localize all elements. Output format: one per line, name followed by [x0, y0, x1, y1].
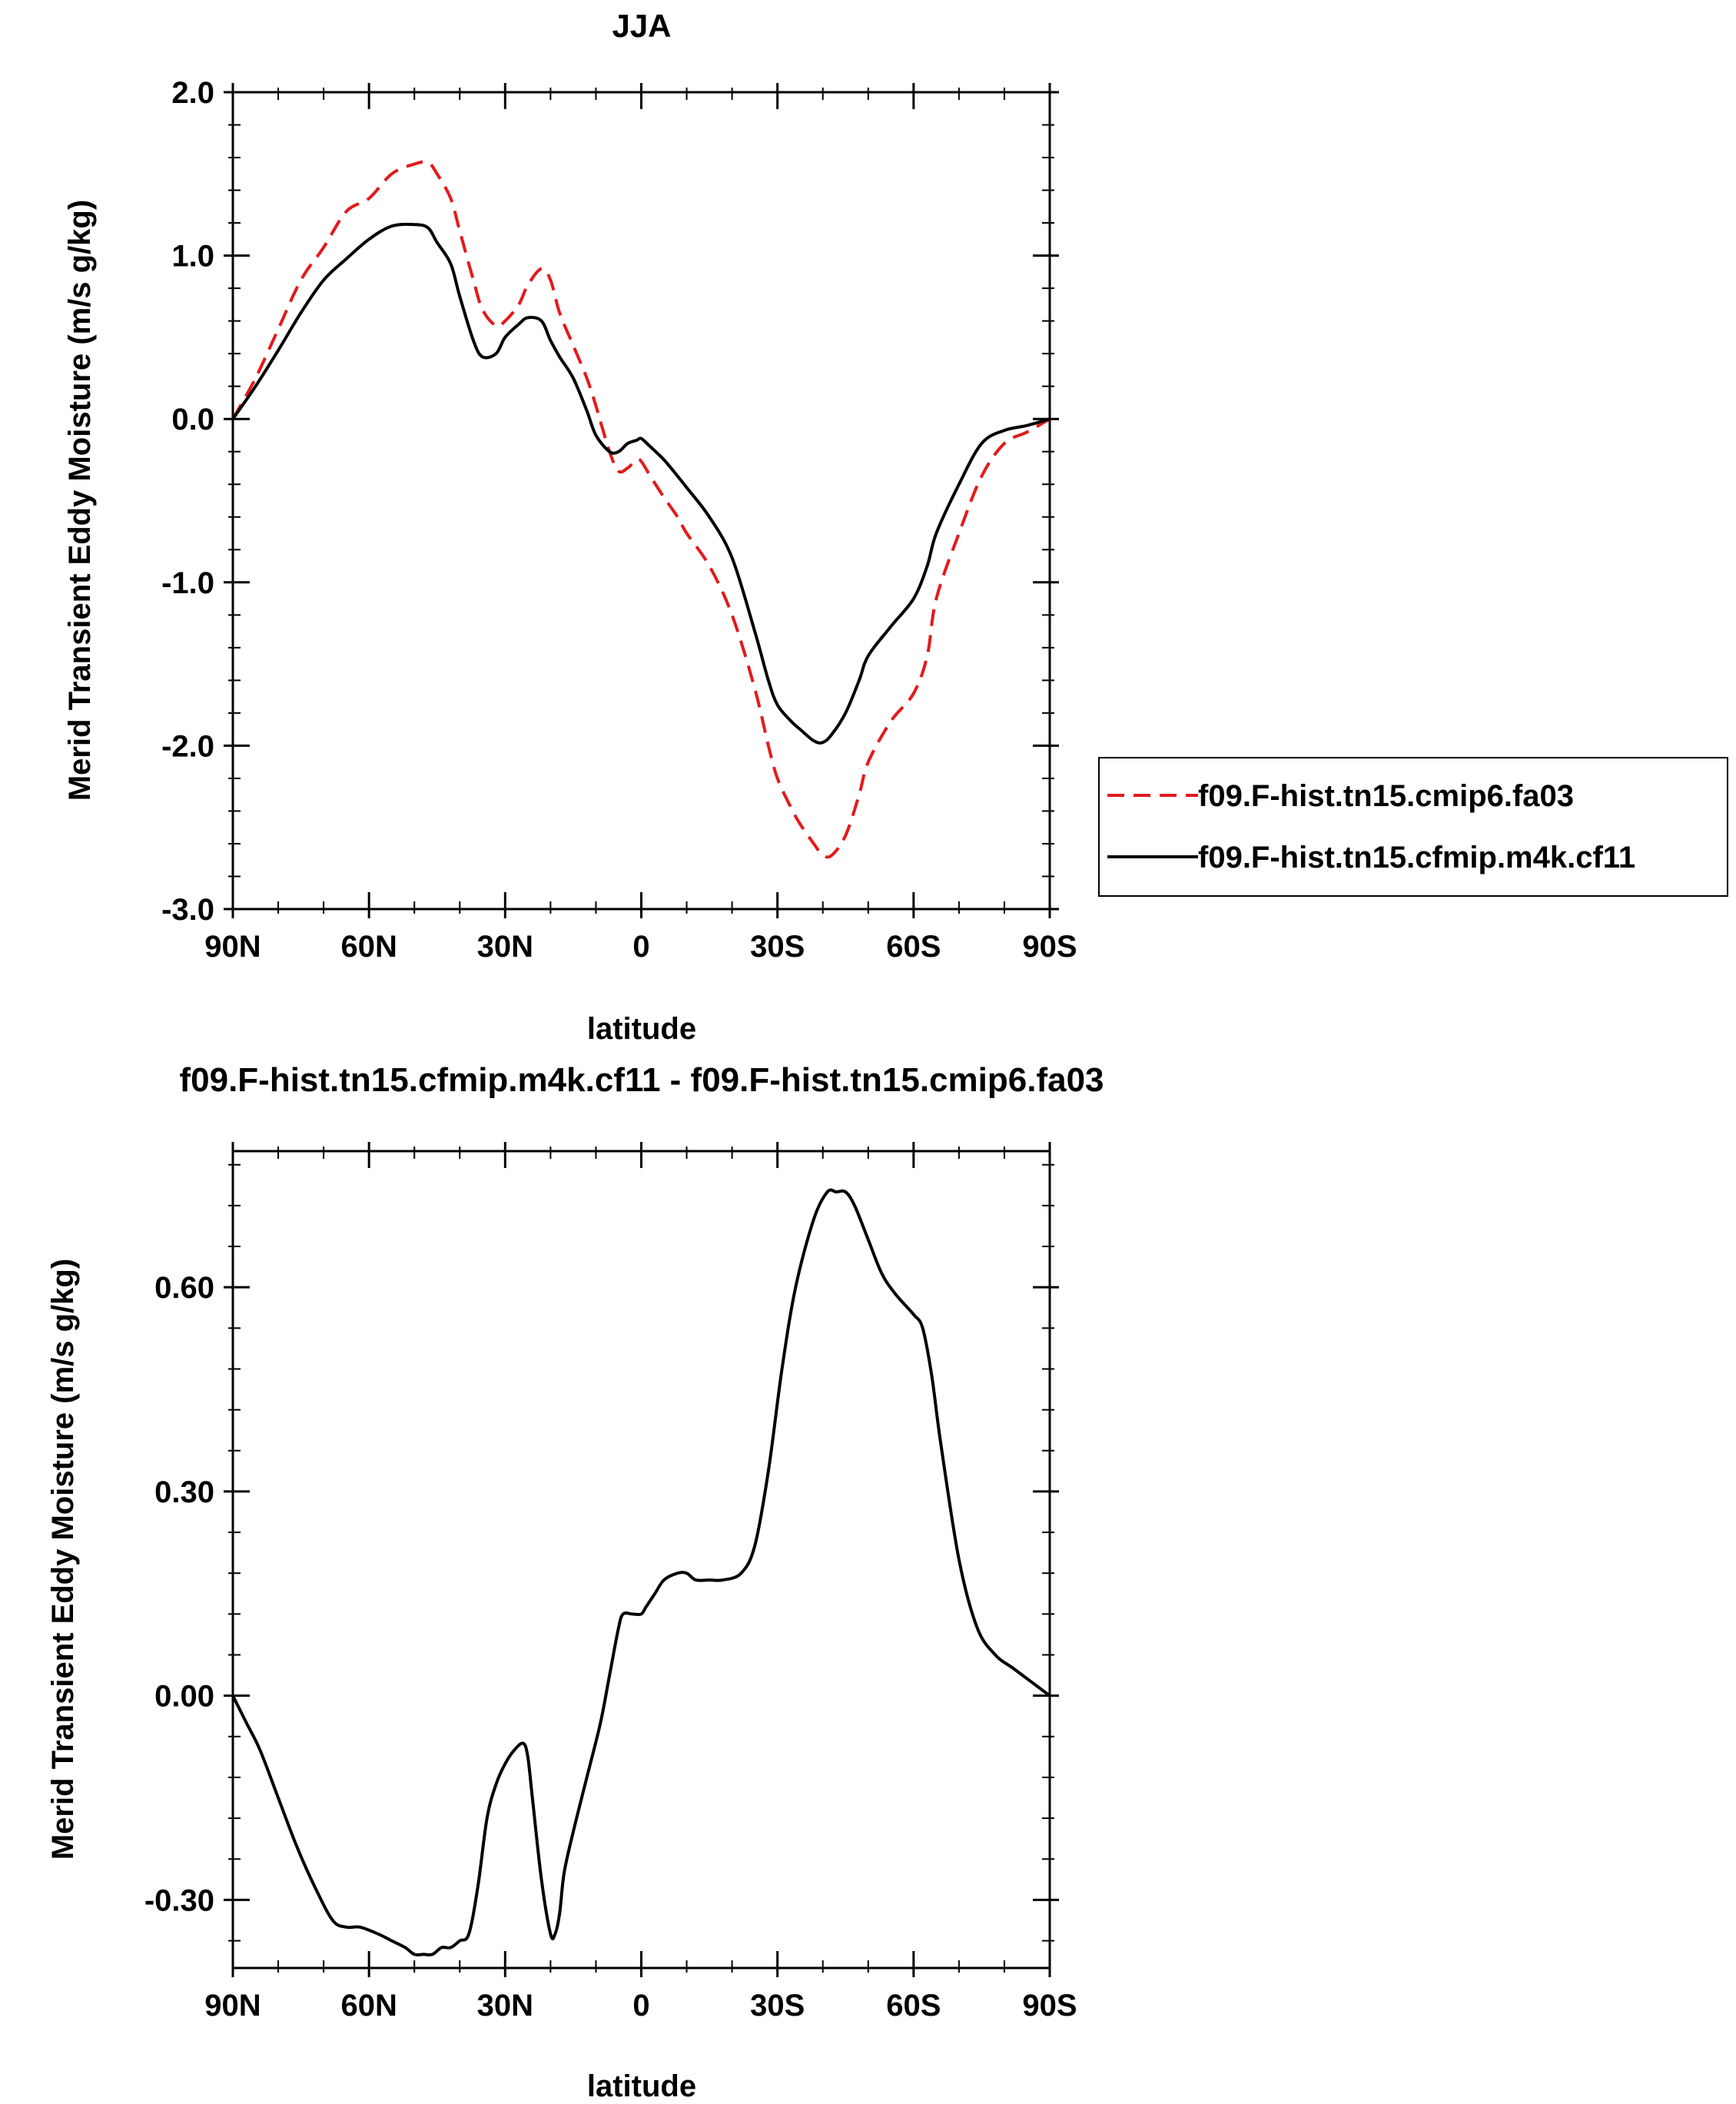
- bottom-x-tick-label: 0: [632, 1989, 649, 2023]
- top-x-tick-label: 90S: [1022, 930, 1077, 964]
- bottom-y-tick-label: 0.00: [154, 1680, 214, 1714]
- legend-label-cmip6-fa03: f09.F-hist.tn15.cmip6.fa03: [1198, 779, 1574, 813]
- top-series-lines: [231, 160, 1051, 859]
- top-x-tick-label: 30S: [750, 930, 805, 964]
- bottom-x-tick-label: 30N: [477, 1989, 533, 2023]
- bottom-x-tick-label: 90S: [1022, 1989, 1077, 2023]
- top-x-tick-label: 60S: [886, 930, 941, 964]
- top-panel: JJA 2.0 1.0 0.0 -1.0 -2.0 -3.0 90N 60N 30N 0 30S 6…: [63, 8, 1077, 1046]
- top-y-tick-label: 2.0: [171, 76, 214, 110]
- top-x-tick-labels: 90N 60N 30N 0 30S 60S 90S: [204, 930, 1077, 964]
- bottom-y-tick-label: 0.60: [154, 1271, 214, 1305]
- top-x-tick-label: 60N: [340, 930, 397, 964]
- bottom-y-tick-labels: 0.60 0.30 0.00 -0.30: [144, 1271, 214, 1917]
- bottom-y-tick-label: -0.30: [144, 1883, 214, 1917]
- bottom-x-tick-label: 60N: [340, 1989, 397, 2023]
- top-x-tick-label: 90N: [204, 930, 261, 964]
- legend-label-cfmip-m4k-cf11: f09.F-hist.tn15.cfmip.m4k.cf11: [1198, 841, 1635, 874]
- top-y-tick-label: -1.0: [161, 566, 214, 600]
- legend: f09.F-hist.tn15.cmip6.fa03 f09.F-hist.tn…: [1098, 757, 1728, 897]
- bottom-y-tick-label: 0.30: [154, 1475, 214, 1509]
- top-x-tick-label: 0: [632, 930, 649, 964]
- top-y-tick-labels: 2.0 1.0 0.0 -1.0 -2.0 -3.0: [161, 76, 214, 927]
- top-x-axis-label: latitude: [587, 1012, 696, 1046]
- top-y-tick-label: 1.0: [171, 240, 214, 274]
- bottom-panel: f09.F-hist.tn15.cfmip.m4k.cf11 - f09.F-h…: [46, 1061, 1104, 2103]
- top-y-tick-label: -3.0: [161, 893, 214, 927]
- bottom-x-tick-labels: 90N 60N 30N 0 30S 60S 90S: [204, 1989, 1077, 2023]
- top-x-tick-label: 30N: [477, 930, 533, 964]
- bottom-x-tick-label: 30S: [750, 1989, 805, 2023]
- top-y-axis-label: Merid Transient Eddy Moisture (m/s g/kg): [63, 200, 97, 801]
- top-y-tick-label: 0.0: [171, 403, 214, 436]
- top-y-tick-label: -2.0: [161, 729, 214, 763]
- legend-box: [1098, 757, 1728, 897]
- bottom-x-tick-label: 60S: [886, 1989, 941, 2023]
- top-series-line-0: [231, 160, 1051, 859]
- bottom-y-axis-label: Merid Transient Eddy Moisture (m/s g/kg): [46, 1259, 80, 1860]
- bottom-series-lines: [231, 1188, 1051, 1956]
- top-panel-title: JJA: [612, 8, 671, 44]
- bottom-x-axis-label: latitude: [587, 2069, 696, 2103]
- top-series-line-1: [231, 222, 1051, 745]
- top-axis-ticks: [224, 83, 1059, 918]
- bottom-panel-title: f09.F-hist.tn15.cfmip.m4k.cf11 - f09.F-h…: [179, 1061, 1104, 1099]
- bottom-axis-ticks: [224, 1142, 1059, 1977]
- bottom-x-tick-label: 90N: [204, 1989, 261, 2023]
- bottom-series-line-0: [231, 1188, 1051, 1956]
